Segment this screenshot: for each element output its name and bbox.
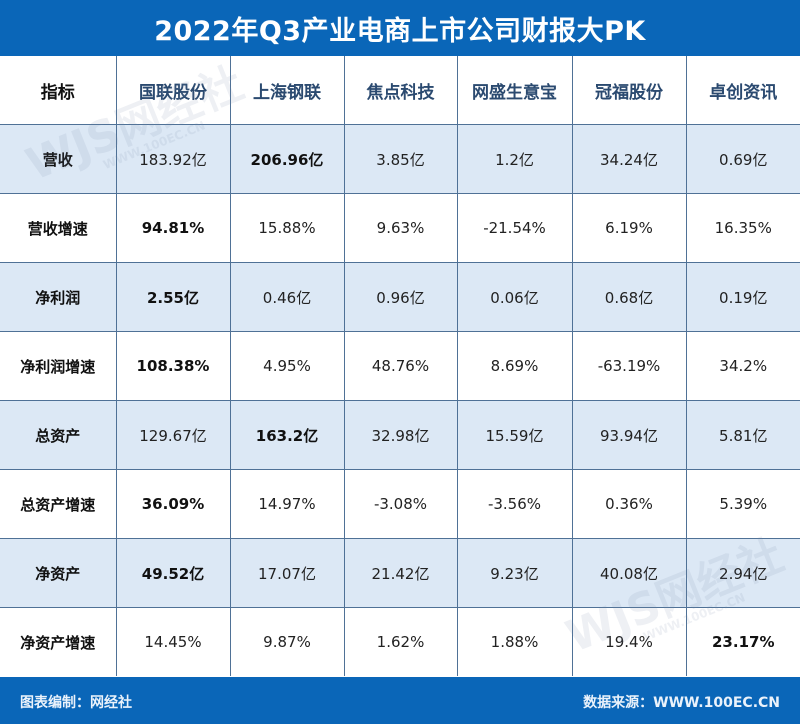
table-cell: 0.69亿 (685, 124, 800, 194)
table-cell: 3.85亿 (343, 124, 458, 194)
table-row: 净利润 2.55亿 0.46亿 0.96亿 0.06亿 0.68亿 0.19亿 (0, 262, 800, 332)
footer-bar: 图表编制：网经社 数据来源：WWW.100EC.CN (0, 677, 800, 724)
table-cell: 1.2亿 (456, 124, 573, 194)
table-cell: 206.96亿 (229, 124, 345, 194)
table-cell: 108.38% (115, 331, 231, 401)
table-cell: 34.2% (685, 331, 800, 401)
row-label: 净利润增速 (0, 331, 117, 401)
table-cell: 14.45% (115, 607, 231, 676)
column-header-company: 卓创资讯 (685, 56, 800, 125)
table-cell: 183.92亿 (115, 124, 231, 194)
row-label: 总资产 (0, 400, 117, 470)
row-label: 营收 (0, 124, 117, 194)
table-row: 总资产增速 36.09% 14.97% -3.08% -3.56% 0.36% 5.39% (0, 469, 800, 539)
table-cell: 1.62% (343, 607, 458, 676)
table-cell: 8.69% (456, 331, 573, 401)
table-cell: 40.08亿 (571, 538, 687, 608)
footer-source: 数据来源：WWW.100EC.CN (583, 695, 780, 711)
table-cell: 49.52亿 (115, 538, 231, 608)
table-row: 净利润增速 108.38% 4.95% 48.76% 8.69% -63.19% 34.2% (0, 331, 800, 401)
row-label: 净资产 (0, 538, 117, 608)
table-cell: 0.06亿 (456, 262, 573, 332)
table-cell: 2.94亿 (685, 538, 800, 608)
table-cell: 0.96亿 (343, 262, 458, 332)
table-cell: 163.2亿 (229, 400, 345, 470)
table-cell: 14.97% (229, 469, 345, 539)
table-header-row: 指标 国联股份 上海钢联 焦点科技 网盛生意宝 冠福股份 卓创资讯 (0, 56, 800, 125)
table-row: 净资产 49.52亿 17.07亿 21.42亿 9.23亿 40.08亿 2.94亿 (0, 538, 800, 608)
table-cell: 93.94亿 (571, 400, 687, 470)
column-header-company: 国联股份 (115, 56, 231, 125)
table-cell: 32.98亿 (343, 400, 458, 470)
table-cell: 48.76% (343, 331, 458, 401)
footer-credit: 图表编制：网经社 (20, 695, 132, 711)
row-label: 净资产增速 (0, 607, 117, 676)
table-cell: 9.63% (343, 193, 458, 263)
page-title: 2022年Q3产业电商上市公司财报大PK (0, 0, 800, 56)
table-cell: 9.87% (229, 607, 345, 676)
table-cell: 36.09% (115, 469, 231, 539)
table-cell: 6.19% (571, 193, 687, 263)
table-cell: 129.67亿 (115, 400, 231, 470)
table-cell: 21.42亿 (343, 538, 458, 608)
table-cell: 0.46亿 (229, 262, 345, 332)
table-cell: 9.23亿 (456, 538, 573, 608)
row-label: 总资产增速 (0, 469, 117, 539)
table-row: 营收 183.92亿 206.96亿 3.85亿 1.2亿 34.24亿 0.69亿 (0, 124, 800, 194)
financial-comparison-table: 指标 国联股份 上海钢联 焦点科技 网盛生意宝 冠福股份 卓创资讯 营收 183.… (0, 56, 800, 676)
table-cell: 0.36% (571, 469, 687, 539)
table-cell: -63.19% (571, 331, 687, 401)
column-header-metric: 指标 (0, 56, 117, 125)
column-header-company: 上海钢联 (229, 56, 345, 125)
table-row: 营收增速 94.81% 15.88% 9.63% -21.54% 6.19% 16.35% (0, 193, 800, 263)
table-cell: 19.4% (571, 607, 687, 676)
column-header-company: 网盛生意宝 (456, 56, 573, 125)
table-row: 总资产 129.67亿 163.2亿 32.98亿 15.59亿 93.94亿 5.81亿 (0, 400, 800, 470)
row-label: 净利润 (0, 262, 117, 332)
table-cell: 15.88% (229, 193, 345, 263)
table-cell: -3.08% (343, 469, 458, 539)
table-cell: 23.17% (685, 607, 800, 676)
table-cell: 15.59亿 (456, 400, 573, 470)
row-label: 营收增速 (0, 193, 117, 263)
table-cell: 5.81亿 (685, 400, 800, 470)
table-cell: 16.35% (685, 193, 800, 263)
table-cell: 2.55亿 (115, 262, 231, 332)
table-cell: 34.24亿 (571, 124, 687, 194)
table-cell: -3.56% (456, 469, 573, 539)
column-header-company: 冠福股份 (571, 56, 687, 125)
table-cell: 17.07亿 (229, 538, 345, 608)
table-cell: 94.81% (115, 193, 231, 263)
table-cell: 5.39% (685, 469, 800, 539)
table-cell: -21.54% (456, 193, 573, 263)
table-cell: 0.19亿 (685, 262, 800, 332)
table-cell: 1.88% (456, 607, 573, 676)
table-cell: 4.95% (229, 331, 345, 401)
table-cell: 0.68亿 (571, 262, 687, 332)
column-header-company: 焦点科技 (343, 56, 458, 125)
table-row: 净资产增速 14.45% 9.87% 1.62% 1.88% 19.4% 23.17% (0, 607, 800, 676)
